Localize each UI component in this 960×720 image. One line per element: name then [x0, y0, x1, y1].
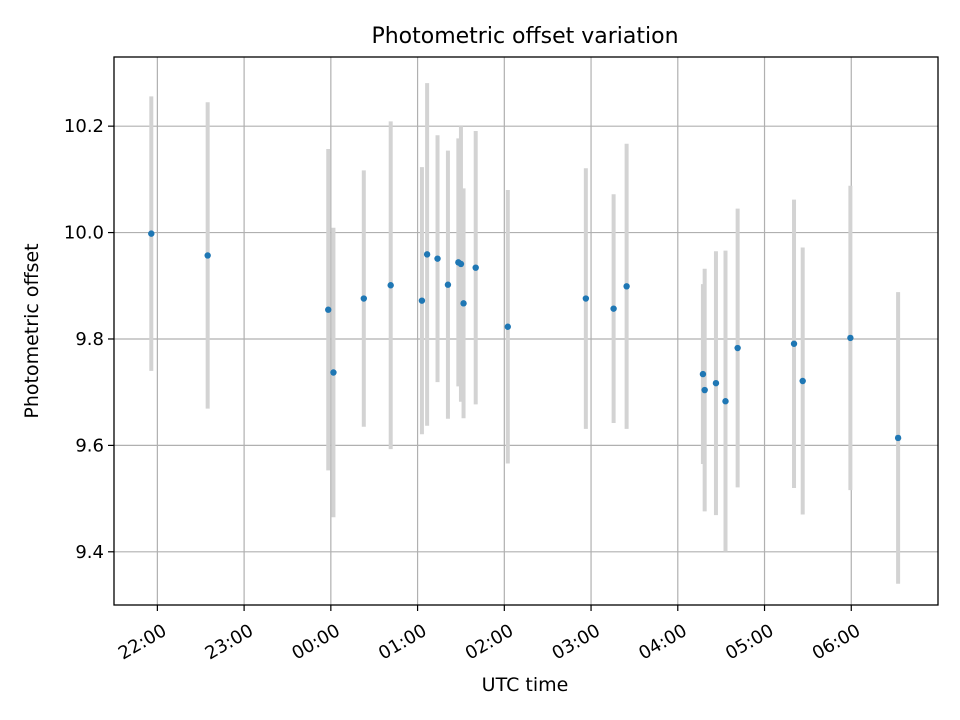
data-point: [799, 377, 806, 385]
x-axis-label: UTC time: [482, 674, 569, 696]
data-point: [504, 323, 511, 330]
y-tick-label: 10.2: [64, 116, 104, 137]
y-tick-label: 10.0: [64, 223, 104, 244]
data-point: [148, 230, 155, 237]
data-point: [434, 255, 441, 262]
data-point: [722, 398, 729, 405]
y-tick-label: 9.6: [75, 435, 104, 456]
data-point: [699, 370, 707, 378]
data-point: [204, 252, 211, 259]
y-axis-label: Photometric offset: [21, 243, 43, 418]
data-point: [360, 295, 368, 302]
data-point: [457, 260, 465, 268]
data-point: [610, 305, 617, 312]
data-point: [444, 281, 452, 288]
data-point: [460, 300, 467, 307]
data-point: [712, 379, 720, 387]
data-point: [623, 283, 630, 290]
plot-frame: [113, 56, 939, 606]
data-point: [330, 369, 337, 376]
data-point: [423, 251, 431, 258]
data-point: [582, 295, 590, 302]
data-point: [472, 264, 479, 271]
chart-title: Photometric offset variation: [371, 24, 678, 49]
data-points: [148, 230, 902, 442]
data-point: [387, 282, 394, 289]
y-tick-label: 9.4: [75, 542, 104, 563]
data-point: [418, 297, 426, 304]
grid: [114, 57, 938, 605]
data-point: [325, 306, 332, 313]
y-tick-label: 9.8: [75, 329, 104, 350]
data-point: [734, 344, 741, 352]
data-point: [847, 334, 854, 342]
data-point: [701, 386, 708, 394]
data-point: [790, 340, 798, 347]
data-point: [894, 434, 902, 442]
